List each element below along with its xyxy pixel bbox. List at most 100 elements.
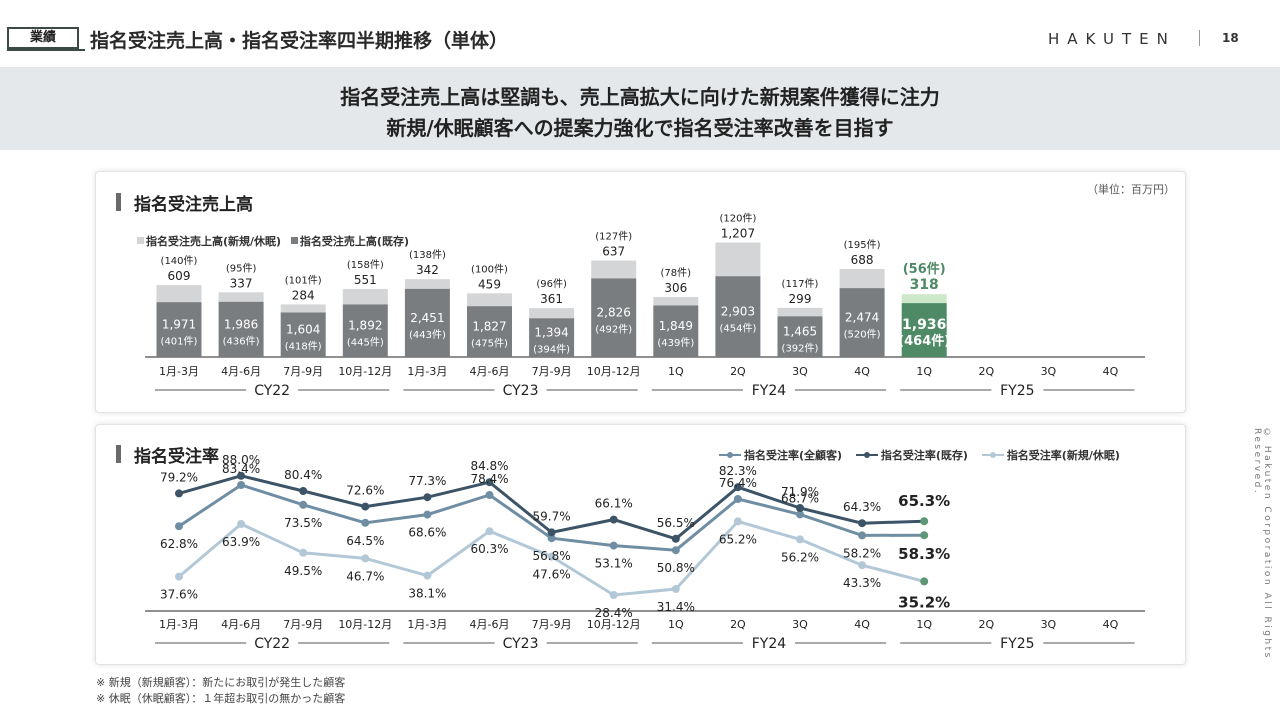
- section-badge: 業績: [7, 27, 79, 49]
- bar-new-count: (78件): [661, 267, 692, 279]
- rate-existing-label: 64.3%: [843, 500, 881, 514]
- data-point: [299, 487, 308, 495]
- rate-existing-label: 72.6%: [346, 484, 384, 498]
- bar-existing-count: (439件): [657, 337, 694, 349]
- line-tick-label: 10月-12月: [587, 618, 641, 631]
- bar-existing: [529, 318, 575, 357]
- sales-title-marker: [116, 193, 121, 211]
- rate-new-label: 65.2%: [719, 532, 757, 546]
- data-point: [609, 515, 618, 524]
- bar-new-count: (127件): [595, 231, 632, 243]
- data-point: [733, 517, 742, 526]
- line-tick-label: 7月-9月: [283, 618, 323, 631]
- bar-existing-value: 1,465: [783, 325, 817, 339]
- rate-new-label: 31.4%: [657, 600, 695, 614]
- bar-new-value: 1,207: [721, 227, 755, 241]
- bar-existing-count: (445件): [347, 337, 384, 349]
- bar-tick-label: 4月-6月: [470, 365, 510, 378]
- sales-chart-title: 指名受注売上高: [134, 195, 253, 215]
- rate-new-label: 60.3%: [470, 542, 508, 556]
- rate-title-marker: [116, 445, 121, 463]
- bar-new-value: 551: [354, 273, 377, 287]
- page-title: 指名受注売上高・指名受注率四半期推移（単体）: [90, 30, 509, 52]
- rate-chart-panel: [95, 424, 1186, 665]
- data-point: [299, 548, 308, 557]
- bar-existing-count: (401件): [161, 336, 198, 348]
- data-point: [920, 517, 929, 526]
- bar-new-value: 318: [910, 277, 939, 293]
- unit-note: （単位：百万円）: [1087, 183, 1175, 196]
- bar-new: [342, 288, 388, 305]
- data-point: [920, 577, 929, 586]
- data-point: [547, 528, 556, 537]
- rate-existing-label: 84.8%: [470, 459, 508, 473]
- bar-tick-label: 4Q: [1103, 365, 1119, 378]
- bar-new-count: (96件): [536, 278, 567, 290]
- bar-existing-value: 1,827: [472, 320, 506, 334]
- bar-new-count: (195件): [844, 239, 881, 251]
- bar-existing-value: 1,971: [162, 318, 196, 332]
- bar-tick-label: 10月-12月: [338, 365, 392, 378]
- rate-new-label: 49.5%: [284, 564, 322, 578]
- bar-new: [529, 308, 575, 319]
- data-point: [361, 502, 370, 511]
- legend-label-new: 指名受注売上高(新規/休眠): [146, 235, 282, 248]
- bar-existing-count: (520件): [844, 329, 881, 341]
- legend-label-existing: 指名受注売上高(既存): [299, 235, 409, 248]
- bar-existing-value: 2,474: [845, 311, 879, 325]
- page-number: 18: [1222, 31, 1239, 45]
- line-tick-label: 4Q: [854, 618, 870, 631]
- rate-new-label: 47.6%: [533, 568, 571, 582]
- copyright: © Hakuten Corporation All Rights Reserve…: [1252, 428, 1272, 660]
- line-tick-label: 7月-9月: [532, 618, 572, 631]
- bar-existing: [280, 312, 326, 357]
- data-point: [485, 491, 494, 499]
- line-tick-label: 2Q: [730, 618, 746, 631]
- rate-all-label: 58.2%: [843, 546, 881, 560]
- bar-new-count: (101件): [285, 274, 322, 286]
- header-divider: [1199, 30, 1200, 46]
- bar-tick-label: 2Q: [978, 365, 994, 378]
- data-point: [237, 471, 246, 480]
- rate-all-label: 64.5%: [346, 534, 384, 548]
- legend-swatch-existing: [290, 237, 298, 244]
- bar-existing-count: (418件): [285, 341, 322, 353]
- data-point: [858, 561, 867, 570]
- line-group-label: FY25: [1000, 636, 1034, 652]
- rate-existing-label: 71.9%: [781, 485, 819, 499]
- rate-all-label: 76.4%: [719, 476, 757, 490]
- rate-existing-label: 56.5%: [657, 516, 695, 530]
- rate-all-label: 50.8%: [657, 561, 695, 575]
- line-group-label: FY24: [752, 636, 787, 652]
- bar-existing-count: (436件): [223, 335, 260, 347]
- data-point: [671, 546, 680, 555]
- bar-existing-value: 1,849: [659, 319, 693, 333]
- bar-existing: [777, 316, 823, 357]
- bar-existing: [901, 303, 947, 357]
- title-underline: [7, 49, 85, 51]
- rate-all-label: 83.4%: [222, 462, 260, 476]
- bar-existing-value: 2,903: [721, 305, 755, 319]
- bar-new: [156, 285, 202, 303]
- rate-new-label: 56.2%: [781, 550, 819, 564]
- bar-new-value: 337: [230, 276, 253, 290]
- line-tick-label: 1月-3月: [159, 618, 199, 631]
- bar-new-count: (95件): [226, 262, 257, 274]
- bar-existing: [342, 304, 388, 357]
- bar-existing-value: 1,892: [348, 319, 382, 333]
- bar-new: [218, 292, 264, 302]
- legend-line-all: [719, 452, 741, 458]
- data-point: [175, 522, 183, 531]
- legend-swatch-new: [137, 237, 144, 244]
- rate-new-label: 28.4%: [595, 606, 633, 620]
- bar-group-label: CY22: [254, 383, 290, 399]
- bar-new-value: 688: [851, 253, 874, 267]
- rate-chart-title: 指名受注率: [134, 447, 219, 467]
- bar-existing-value: 2,826: [597, 306, 631, 320]
- sales-chart-panel: [95, 171, 1186, 413]
- data-point: [547, 534, 556, 543]
- line-tick-label: 4月-6月: [221, 618, 261, 631]
- data-point: [485, 478, 494, 487]
- data-point: [609, 541, 618, 550]
